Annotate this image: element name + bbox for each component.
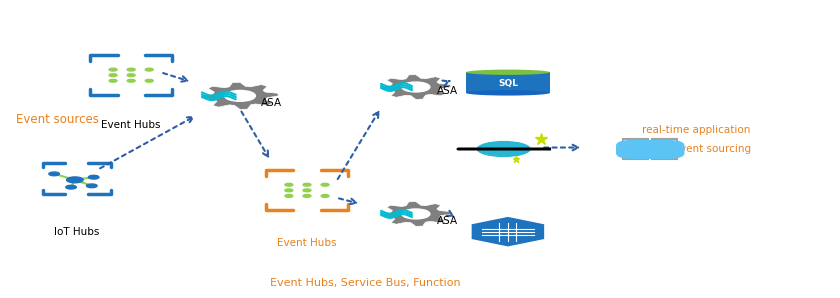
Circle shape xyxy=(402,209,430,219)
Circle shape xyxy=(66,177,83,183)
Text: ASA: ASA xyxy=(261,98,282,108)
Circle shape xyxy=(145,68,153,71)
Circle shape xyxy=(642,142,666,150)
Bar xyxy=(652,150,677,159)
Circle shape xyxy=(303,195,311,197)
Polygon shape xyxy=(471,217,544,246)
Bar xyxy=(466,72,549,93)
Circle shape xyxy=(321,183,329,186)
Circle shape xyxy=(402,82,430,92)
Text: Event sources: Event sources xyxy=(17,113,99,126)
Text: Event Hubs: Event Hubs xyxy=(102,120,161,131)
Circle shape xyxy=(88,175,99,179)
Circle shape xyxy=(285,195,293,197)
Text: Event Hubs: Event Hubs xyxy=(277,238,337,249)
Circle shape xyxy=(127,68,135,71)
Circle shape xyxy=(224,90,255,101)
Circle shape xyxy=(633,144,651,150)
Circle shape xyxy=(656,145,672,150)
Circle shape xyxy=(49,172,60,176)
Circle shape xyxy=(127,79,135,82)
Ellipse shape xyxy=(466,70,549,75)
Bar xyxy=(623,139,648,148)
FancyBboxPatch shape xyxy=(616,140,685,159)
Bar xyxy=(652,139,677,148)
Circle shape xyxy=(285,183,293,186)
Circle shape xyxy=(303,189,311,192)
Text: real-time application: real-time application xyxy=(642,125,750,135)
Ellipse shape xyxy=(466,90,549,96)
Circle shape xyxy=(303,183,311,186)
Circle shape xyxy=(127,74,135,77)
Text: ASA: ASA xyxy=(437,216,458,226)
Polygon shape xyxy=(381,201,451,226)
Text: using event sourcing: using event sourcing xyxy=(642,144,751,154)
Text: ASA: ASA xyxy=(437,86,458,97)
Circle shape xyxy=(87,184,97,188)
Circle shape xyxy=(285,189,293,192)
Ellipse shape xyxy=(476,141,531,157)
Bar xyxy=(623,150,648,159)
Circle shape xyxy=(109,68,117,71)
Circle shape xyxy=(66,185,76,189)
Text: IoT Hubs: IoT Hubs xyxy=(54,227,99,237)
Circle shape xyxy=(145,79,153,82)
Circle shape xyxy=(321,195,329,197)
Text: Event Hubs, Service Bus, Function: Event Hubs, Service Bus, Function xyxy=(270,278,461,288)
Text: SQL: SQL xyxy=(498,79,518,88)
Polygon shape xyxy=(381,74,451,100)
Circle shape xyxy=(109,74,117,77)
Polygon shape xyxy=(202,82,279,109)
Circle shape xyxy=(109,79,117,82)
